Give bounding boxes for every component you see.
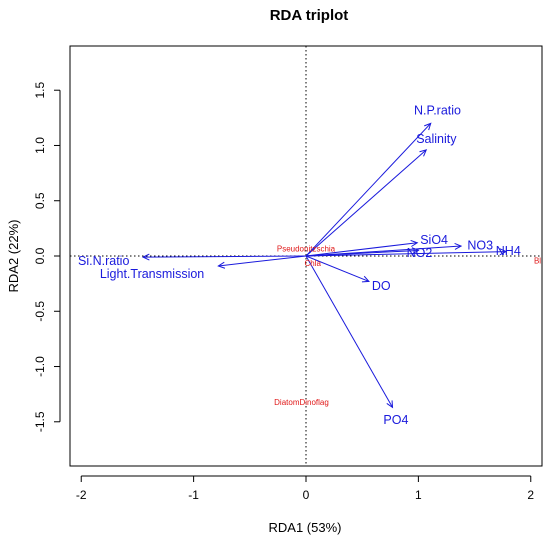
arrow-shaft	[305, 123, 432, 257]
x-axis-label: RDA1 (53%)	[269, 520, 342, 535]
arrow-si-n-ratio	[141, 253, 307, 261]
y-tick-label: -1.5	[33, 411, 47, 432]
arrow-head	[410, 239, 419, 247]
arrow-shaft	[305, 249, 419, 257]
arrow-head	[419, 149, 428, 157]
env-label: NH4	[496, 244, 521, 258]
arrow-head	[424, 122, 432, 131]
arrow-salinity	[305, 149, 428, 257]
y-tick-label: 1.5	[33, 82, 47, 99]
x-tick-label: 0	[303, 488, 310, 502]
arrow-shaft	[143, 255, 307, 258]
arrow-head	[141, 253, 150, 261]
arrow-do	[305, 255, 370, 283]
x-axis: -2 -1 0 1 2	[76, 475, 534, 502]
arrow-head	[361, 275, 370, 283]
arrow-po4	[305, 255, 394, 409]
y-tick-label: 0.5	[33, 192, 47, 209]
y-tick-label: -0.5	[33, 301, 47, 322]
plot-area: N.P.ratio Salinity SiO4 NO3 NO2 NH4 DO PO4 Si.N.…	[69, 45, 543, 467]
y-tick-label: 1.0	[33, 137, 47, 154]
env-label: NO2	[407, 246, 433, 260]
env-label: NO3	[467, 238, 493, 252]
arrow-no2	[305, 247, 420, 257]
env-label: PO4	[383, 413, 408, 427]
arrow-shaft	[305, 255, 370, 282]
arrow-shaft	[218, 255, 307, 267]
env-label: Si.N.ratio	[78, 254, 129, 268]
species-label: Pseudonitzschia	[277, 244, 336, 253]
arrow-head	[386, 400, 394, 409]
species-label: Chla	[305, 259, 322, 268]
env-label: N.P.ratio	[414, 104, 461, 118]
y-axis-label: RDA2 (22%)	[6, 220, 21, 293]
env-label: Salinity	[416, 132, 457, 146]
x-tick-label: -2	[76, 488, 87, 502]
arrow-head	[454, 242, 463, 250]
y-tick-label: 0.0	[33, 247, 47, 264]
arrow-shaft	[305, 149, 427, 257]
species-label: DiatomDinoflag	[274, 398, 329, 407]
arrow-light-transmission	[217, 255, 307, 269]
species-labels: Pseudonitzschia Chla Bl DiatomDinoflag	[274, 244, 541, 407]
x-tick-label: 1	[415, 488, 422, 502]
arrow-head	[217, 261, 226, 269]
arrow-head	[499, 248, 508, 256]
chart-title: RDA triplot	[270, 7, 349, 24]
x-tick-label: -1	[188, 488, 199, 502]
arrow-shaft	[305, 255, 393, 408]
x-tick-label: 2	[527, 488, 534, 502]
species-label: Bl	[534, 257, 541, 266]
arrow-nh4	[305, 248, 508, 257]
y-tick-label: -1.0	[33, 356, 47, 377]
env-label: Light.Transmission	[100, 267, 204, 281]
environmental-labels: N.P.ratio Salinity SiO4 NO3 NO2 NH4 DO PO4 Si.N.…	[78, 104, 521, 427]
arrow-n-p-ratio	[305, 122, 432, 257]
environmental-arrows	[141, 122, 508, 409]
env-label: DO	[372, 279, 391, 293]
env-label: SiO4	[420, 233, 448, 247]
arrow-sio4	[305, 239, 419, 257]
y-axis: -1.5 -1.0 -0.5 0.0 0.5 1.0 1.5	[33, 82, 61, 432]
arrow-shaft	[305, 242, 418, 257]
arrow-shaft	[305, 251, 507, 257]
arrow-head	[411, 247, 420, 255]
